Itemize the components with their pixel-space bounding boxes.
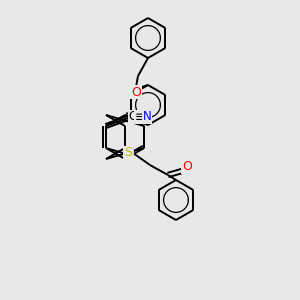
Text: O: O <box>131 85 141 98</box>
Text: ≡: ≡ <box>135 110 145 124</box>
Text: C: C <box>129 110 137 124</box>
Text: O: O <box>182 160 192 173</box>
Text: S: S <box>124 146 132 160</box>
Text: N: N <box>142 110 151 124</box>
Text: N: N <box>124 146 134 160</box>
